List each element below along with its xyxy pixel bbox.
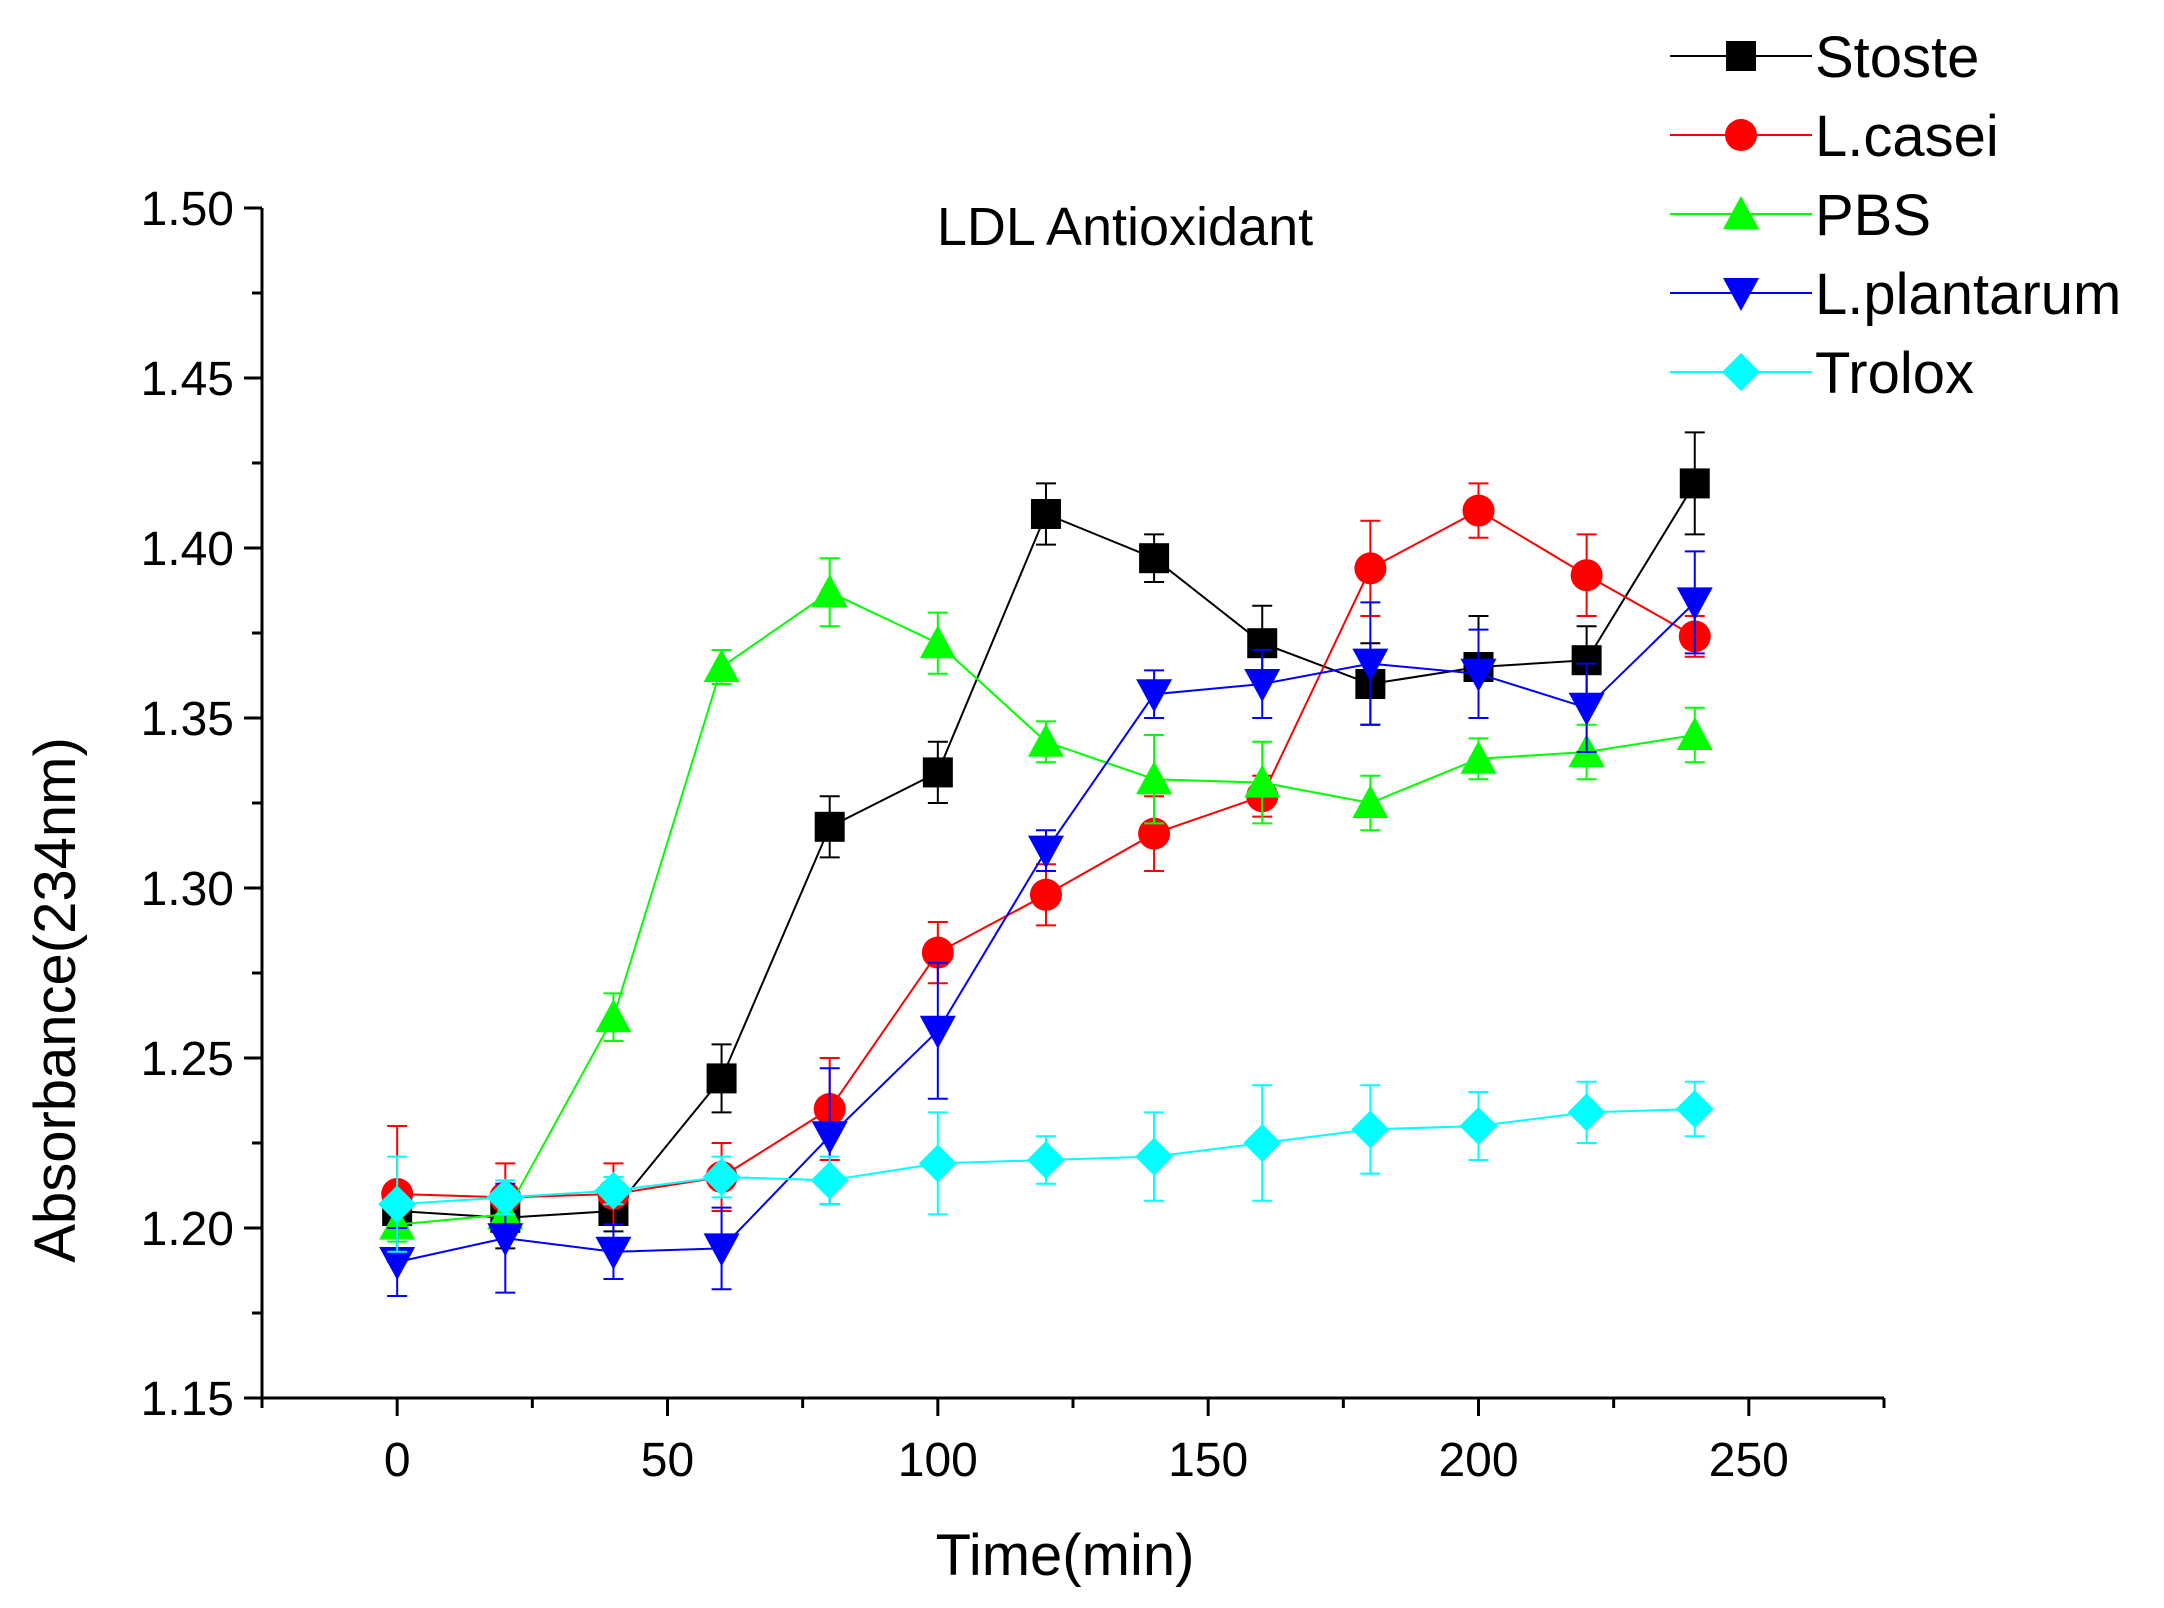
data-point — [1568, 692, 1605, 726]
data-point — [814, 811, 845, 842]
y-tick-label: 1.45 — [141, 353, 234, 406]
x-tick-label: 50 — [641, 1434, 694, 1487]
data-point — [1138, 817, 1171, 850]
data-point — [1460, 658, 1497, 692]
data-point — [922, 757, 953, 788]
legend: Stoste L.casei PBS L.plantarum Trolox — [1670, 25, 2121, 406]
data-point — [595, 999, 632, 1033]
x-tick-label: 250 — [1709, 1434, 1789, 1487]
data-point — [1676, 717, 1713, 750]
legend-item: PBS — [1670, 183, 1931, 248]
data-point — [379, 1247, 416, 1280]
data-point — [1139, 543, 1170, 574]
data-point — [1243, 1124, 1282, 1162]
data-point — [1136, 679, 1173, 713]
data-point — [486, 1178, 525, 1217]
series-pbs — [379, 557, 1713, 1243]
data-point — [1675, 1090, 1714, 1128]
legend-label: L.plantarum — [1815, 262, 2121, 327]
data-point — [1459, 1107, 1498, 1145]
legend-item: L.plantarum — [1670, 262, 2121, 327]
legend-item: Stoste — [1670, 25, 1979, 90]
legend-marker — [1726, 41, 1756, 71]
data-point — [1029, 878, 1062, 911]
data-point — [1352, 648, 1389, 682]
legend-marker — [1722, 353, 1760, 391]
y-axis-title: Absorbance(234nm) — [23, 737, 88, 1263]
legend-label: PBS — [1815, 183, 1931, 248]
data-point — [918, 1144, 957, 1183]
data-point — [1244, 669, 1281, 702]
legend-item: Trolox — [1670, 341, 1974, 406]
data-point — [1567, 1093, 1606, 1132]
legend-label: Trolox — [1815, 341, 1974, 406]
data-point — [1679, 468, 1710, 499]
data-point — [1030, 499, 1061, 529]
legend-marker — [1725, 119, 1757, 151]
y-tick-label: 1.25 — [141, 1033, 234, 1086]
y-tick-label: 1.40 — [141, 523, 234, 576]
y-tick-label: 1.30 — [141, 863, 234, 916]
chart-title: LDL Antioxidant — [937, 197, 1313, 257]
data-point — [810, 1161, 849, 1200]
data-point — [706, 1063, 737, 1094]
y-tick-label: 1.50 — [141, 183, 234, 236]
data-point — [1352, 785, 1389, 818]
data-point — [1351, 1110, 1390, 1149]
data-point — [1462, 494, 1495, 527]
data-point — [1027, 723, 1064, 757]
data-point — [1136, 761, 1173, 795]
series-trolox — [378, 1080, 1714, 1253]
data-point — [1460, 740, 1497, 774]
y-tick-label: 1.15 — [141, 1373, 234, 1426]
data-point — [1027, 835, 1064, 869]
data-point — [1244, 764, 1281, 798]
series-layer — [378, 431, 1714, 1297]
x-tick-label: 100 — [898, 1434, 978, 1487]
data-point — [1676, 587, 1713, 621]
data-point — [594, 1171, 633, 1210]
data-point — [1135, 1137, 1174, 1176]
x-tick-label: 150 — [1168, 1434, 1248, 1487]
data-point — [919, 1015, 956, 1049]
x-tick-label: 200 — [1438, 1434, 1518, 1487]
x-axis-title: Time(min) — [936, 1523, 1195, 1588]
legend-marker — [1723, 278, 1759, 311]
x-tick-label: 0 — [384, 1434, 411, 1487]
data-point — [703, 1233, 740, 1267]
data-point — [702, 1158, 741, 1196]
data-point — [811, 574, 848, 608]
data-point — [919, 625, 956, 659]
y-tick-label: 1.35 — [141, 693, 234, 746]
data-point — [378, 1185, 417, 1224]
data-point — [1570, 559, 1603, 592]
data-point — [921, 936, 954, 969]
data-point — [811, 1121, 848, 1155]
data-point — [487, 1223, 524, 1257]
data-point — [1354, 552, 1387, 585]
y-tick-label: 1.20 — [141, 1203, 234, 1256]
legend-marker — [1723, 196, 1759, 229]
y-axis-ticks: 1.15 1.20 1.25 1.30 1.35 1.40 1.45 1.50 — [141, 183, 262, 1426]
legend-item: L.casei — [1670, 104, 1999, 169]
data-point — [595, 1236, 632, 1270]
series-l-plantarum — [379, 550, 1713, 1297]
legend-label: Stoste — [1815, 25, 1979, 90]
data-point — [703, 649, 740, 682]
data-point — [1026, 1141, 1065, 1179]
x-axis-ticks: 0 50 100 150 200 250 — [260, 1398, 1886, 1487]
legend-label: L.casei — [1815, 104, 1999, 169]
